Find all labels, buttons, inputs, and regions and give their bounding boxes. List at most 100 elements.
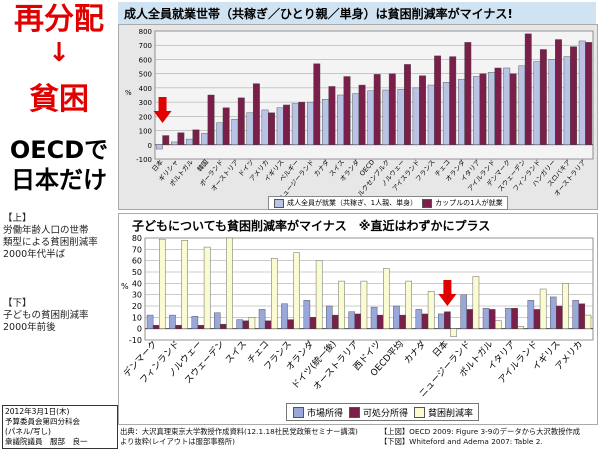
y-tick-label: 70 — [132, 245, 142, 254]
heading-oecd-line2: 日本だけ — [11, 166, 107, 194]
bar — [313, 63, 321, 145]
bar — [264, 320, 272, 329]
bar — [539, 288, 547, 329]
y-tick-label: 700 — [139, 42, 152, 50]
bar — [458, 79, 465, 145]
bar — [449, 56, 457, 145]
bar — [276, 107, 284, 145]
bar — [479, 73, 487, 145]
bar — [472, 276, 480, 329]
top-chart: -1000100200300400500600700800%日本ギリシャポルトガ… — [125, 28, 594, 203]
bottom-chart-title: 子どもについても貧困削減率がマイナス ※直近はわずかにプラス — [130, 217, 493, 234]
bar — [322, 99, 329, 145]
legend-swatch-reduction — [414, 406, 426, 418]
bar — [548, 59, 556, 145]
bar — [421, 313, 429, 329]
bar — [155, 144, 163, 150]
y-tick-label: 100 — [139, 128, 152, 136]
bar — [376, 314, 384, 329]
category-label: スイス — [224, 339, 249, 366]
y-tick-label: 40 — [132, 279, 142, 288]
category-label: カナダ — [312, 157, 332, 178]
legend-swatch-disposable — [349, 406, 361, 418]
bar — [578, 40, 586, 145]
bar — [466, 309, 474, 329]
bar — [281, 303, 288, 329]
bar — [399, 314, 406, 329]
legend-label-market: 市場所得 — [307, 408, 344, 419]
bar — [207, 94, 215, 145]
bar — [309, 317, 317, 329]
bar — [343, 76, 351, 145]
y-axis-label: % — [125, 89, 132, 97]
bar — [175, 325, 182, 329]
bar — [556, 305, 563, 329]
source-left: 出典：大沢真理東京大学教授作成資料(12.1.18社民党政策セミナー講演) より… — [120, 427, 358, 446]
heading-poverty: 貧困 — [29, 82, 89, 117]
bar — [518, 65, 526, 145]
bar — [171, 141, 178, 145]
y-tick-label: 60 — [132, 257, 142, 266]
bar — [482, 308, 490, 329]
bar — [169, 314, 176, 329]
bar — [201, 133, 209, 145]
heading-oecd-line1: OECDで — [9, 136, 109, 164]
bar — [570, 46, 577, 145]
bar — [509, 73, 517, 145]
y-tick-label: 30 — [132, 291, 142, 300]
bar — [293, 252, 300, 329]
y-tick-label: 500 — [139, 71, 152, 79]
bar — [527, 300, 535, 329]
legend-swatch-2 — [422, 198, 433, 208]
y-tick-label: 20 — [132, 302, 142, 311]
bar — [370, 306, 378, 329]
bar — [246, 112, 254, 145]
bar — [214, 312, 221, 329]
bar — [404, 64, 411, 145]
y-tick-label: 0 — [137, 325, 142, 334]
legend-swatch-market — [293, 406, 304, 418]
bar — [503, 67, 511, 145]
bar — [388, 73, 396, 145]
down-arrow-icon: ↓ — [48, 38, 70, 68]
bar — [488, 72, 496, 145]
bar — [367, 90, 375, 145]
bar — [181, 240, 188, 329]
bar — [495, 320, 502, 329]
bar — [354, 313, 362, 329]
bar — [162, 135, 170, 145]
y-tick-label: 400 — [139, 85, 152, 93]
bar — [360, 280, 368, 329]
bar — [473, 76, 480, 145]
bar — [258, 309, 266, 329]
bar — [146, 314, 154, 329]
category-label: カナダ — [401, 338, 428, 366]
bar — [203, 246, 211, 329]
y-tick-label: 200 — [139, 113, 152, 121]
bar — [562, 283, 569, 329]
heading-redistribution: 再分配 — [14, 2, 104, 37]
bar — [550, 296, 557, 329]
bar — [177, 132, 185, 145]
bar — [373, 74, 381, 145]
bar — [332, 314, 339, 329]
bar — [533, 309, 541, 329]
bar — [511, 308, 518, 329]
bottom-chart: -1001020304050607080%デンマークフィンランドノルウェースウェ… — [121, 234, 594, 399]
bar — [186, 138, 193, 145]
legend-label-reduction: 貧困削減率 — [428, 408, 474, 419]
legend-swatch-1 — [274, 198, 284, 208]
bar — [563, 56, 571, 145]
top-chart-panel: -100 0 100 200 300 400 500 600 700 800% 日本 ギリシャ ポルトガ… — [118, 24, 598, 210]
red-arrow-icon — [438, 280, 457, 306]
bar — [412, 87, 420, 145]
bar — [337, 94, 344, 145]
bar — [283, 104, 290, 145]
y-tick-label: 800 — [139, 28, 152, 36]
bar — [494, 67, 502, 145]
left-column: 再分配 ↓ 貧困 OECDで 日本だけ 【上】 労働年齢人口の世帯 類型による貧… — [0, 0, 118, 450]
top-legend: 成人全員が就業（共稼ぎ、1人親、単身） カップルの1人が就業 — [268, 196, 508, 210]
legend-label-1: 成人全員が就業（共稼ぎ、1人親、単身） — [287, 199, 418, 207]
bottom-chart-panel: -10 0 10 20 30 40 50 60 70 80% デンマーク フィンランド ノルウェー スウェ… — [118, 213, 598, 425]
bar — [572, 300, 579, 329]
